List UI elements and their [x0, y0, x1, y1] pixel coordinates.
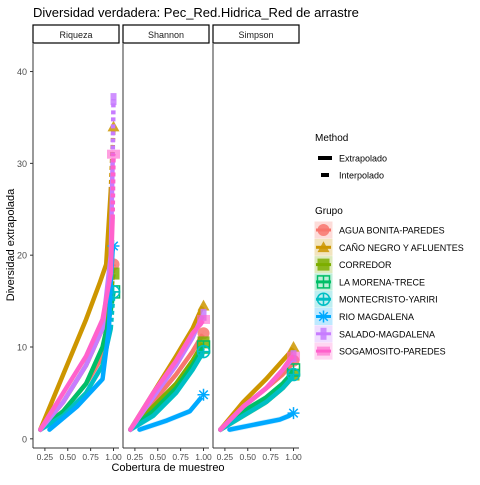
- point-marker-detail: [318, 311, 329, 322]
- point-marker: [287, 341, 300, 352]
- point-marker: [197, 327, 210, 340]
- legend-group-label: LA MORENA-TRECE: [339, 277, 425, 287]
- x-tick-label: 0.75: [172, 452, 189, 462]
- series-sogamosito-paredes: [218, 351, 301, 433]
- series-line-interpolado: [38, 188, 114, 432]
- x-tick-label: 0.75: [262, 452, 279, 462]
- point-marker: [317, 241, 330, 253]
- legend-group-label: CAÑO NEGRO Y AFLUENTES: [339, 243, 464, 253]
- chart-title: Diversidad verdadera: Pec_Red.Hidrica_Re…: [33, 5, 359, 20]
- series-line-extrapolado: [198, 345, 206, 353]
- x-axis-label: Cobertura de muestreo: [111, 462, 224, 474]
- legend-group-key: [314, 238, 333, 256]
- y-tick-label: 20: [17, 251, 27, 261]
- x-tick-label: 0.50: [239, 452, 256, 462]
- series-line-extrapolado: [288, 368, 296, 376]
- series-line-extrapolado: [198, 350, 206, 358]
- legend-group-key: [314, 273, 333, 291]
- series-line-interpolado: [38, 216, 115, 432]
- point-marker: [317, 346, 330, 356]
- x-tick-label: 0.25: [127, 452, 144, 462]
- legend-group-key: [314, 308, 333, 325]
- facet-strip-label: Shannon: [148, 30, 184, 40]
- x-tick-label: 0.25: [37, 452, 54, 462]
- point-marker-detail: [288, 408, 299, 418]
- point-marker: [320, 327, 327, 340]
- legend-group-title: Grupo: [315, 206, 343, 217]
- x-tick-label: 1.00: [285, 452, 302, 462]
- facet-strip: [122, 24, 210, 44]
- y-tick-label: 30: [17, 159, 27, 169]
- point-marker: [317, 224, 330, 236]
- series-montecristo-yariri: [218, 367, 301, 433]
- x-tick-label: 1.00: [195, 452, 212, 462]
- legend-group-label: MONTECRISTO-YARIRI: [339, 295, 438, 305]
- legend-group-label: RIO MAGDALENA: [339, 312, 414, 322]
- facet-strip: [212, 24, 300, 44]
- y-axis-label: Diversidad extrapolada: [5, 188, 17, 301]
- legend-group-key: [314, 290, 333, 308]
- series-line-extrapolado: [110, 154, 116, 219]
- facet-strip: [32, 24, 120, 44]
- series-sogamosito-paredes: [38, 149, 121, 433]
- facet-strip-label: Simpson: [238, 30, 273, 40]
- y-tick-label: 40: [17, 67, 27, 77]
- y-tick-label: 10: [17, 343, 27, 353]
- point-marker: [107, 149, 121, 159]
- series-line-interpolado: [137, 398, 202, 432]
- point-marker: [200, 308, 207, 321]
- facet-shannon: Shannon 0.25 0.50 0.75 1.00: [122, 24, 212, 462]
- series-line-interpolado: [128, 349, 204, 432]
- facet-strip-label: Riqueza: [59, 30, 92, 40]
- legend: Method Extrapolado Interpolado Grupo AGUA BO…: [314, 133, 464, 360]
- point-marker: [197, 314, 211, 324]
- point-marker: [317, 258, 330, 271]
- series-line-extrapolado: [288, 373, 296, 381]
- y-tick-label: 0: [22, 434, 27, 444]
- legend-group-label: CORREDOR: [339, 260, 392, 270]
- legend-group-label: AGUA BONITA-PAREDES: [339, 226, 445, 236]
- series-line-interpolado: [128, 344, 204, 432]
- series-line-interpolado: [218, 355, 294, 432]
- legend-method-label: Interpolado: [339, 171, 384, 181]
- x-tick-label: 0.50: [59, 452, 76, 462]
- x-tick-label: 0.25: [217, 452, 234, 462]
- facet-riqueza: Riqueza 0.25 0.50 0.75 1.00: [32, 24, 122, 462]
- point-marker: [110, 93, 117, 106]
- legend-group-key: [314, 256, 333, 274]
- series-montecristo-yariri: [128, 344, 211, 433]
- point-marker: [197, 299, 210, 311]
- series-line-interpolado: [38, 308, 114, 432]
- legend-method-title: Method: [315, 133, 348, 144]
- legend-method-label: Extrapolado: [339, 154, 387, 164]
- x-tick-label: 0.50: [149, 452, 166, 462]
- legend-group-key: [314, 325, 333, 343]
- series-line-interpolado: [227, 413, 292, 432]
- legend-group-key: [314, 221, 333, 239]
- point-marker: [287, 351, 301, 361]
- series-sogamosito-paredes: [128, 314, 211, 433]
- x-tick-label: 0.75: [82, 452, 99, 462]
- legend-group-label: SOGAMOSITO-PAREDES: [339, 347, 446, 357]
- facet-panels: 0 10 20 30 40 Riqueza 0.25 0.50 0.75 1.00 Shannon 0…: [17, 24, 302, 462]
- series-rio-magdalena: [137, 388, 210, 433]
- point-marker-detail: [198, 389, 209, 400]
- legend-group-label: SALADO-MAGDALENA: [339, 329, 435, 339]
- facet-simpson: Simpson 0.25 0.50 0.75 1.00: [212, 24, 302, 462]
- series-line-interpolado: [128, 353, 204, 432]
- x-tick-label: 1.00: [105, 452, 122, 462]
- series-rio-magdalena: [227, 407, 300, 433]
- legend-group-key: [314, 342, 333, 360]
- series-line-interpolado: [128, 321, 204, 432]
- series-line-interpolado: [218, 376, 294, 432]
